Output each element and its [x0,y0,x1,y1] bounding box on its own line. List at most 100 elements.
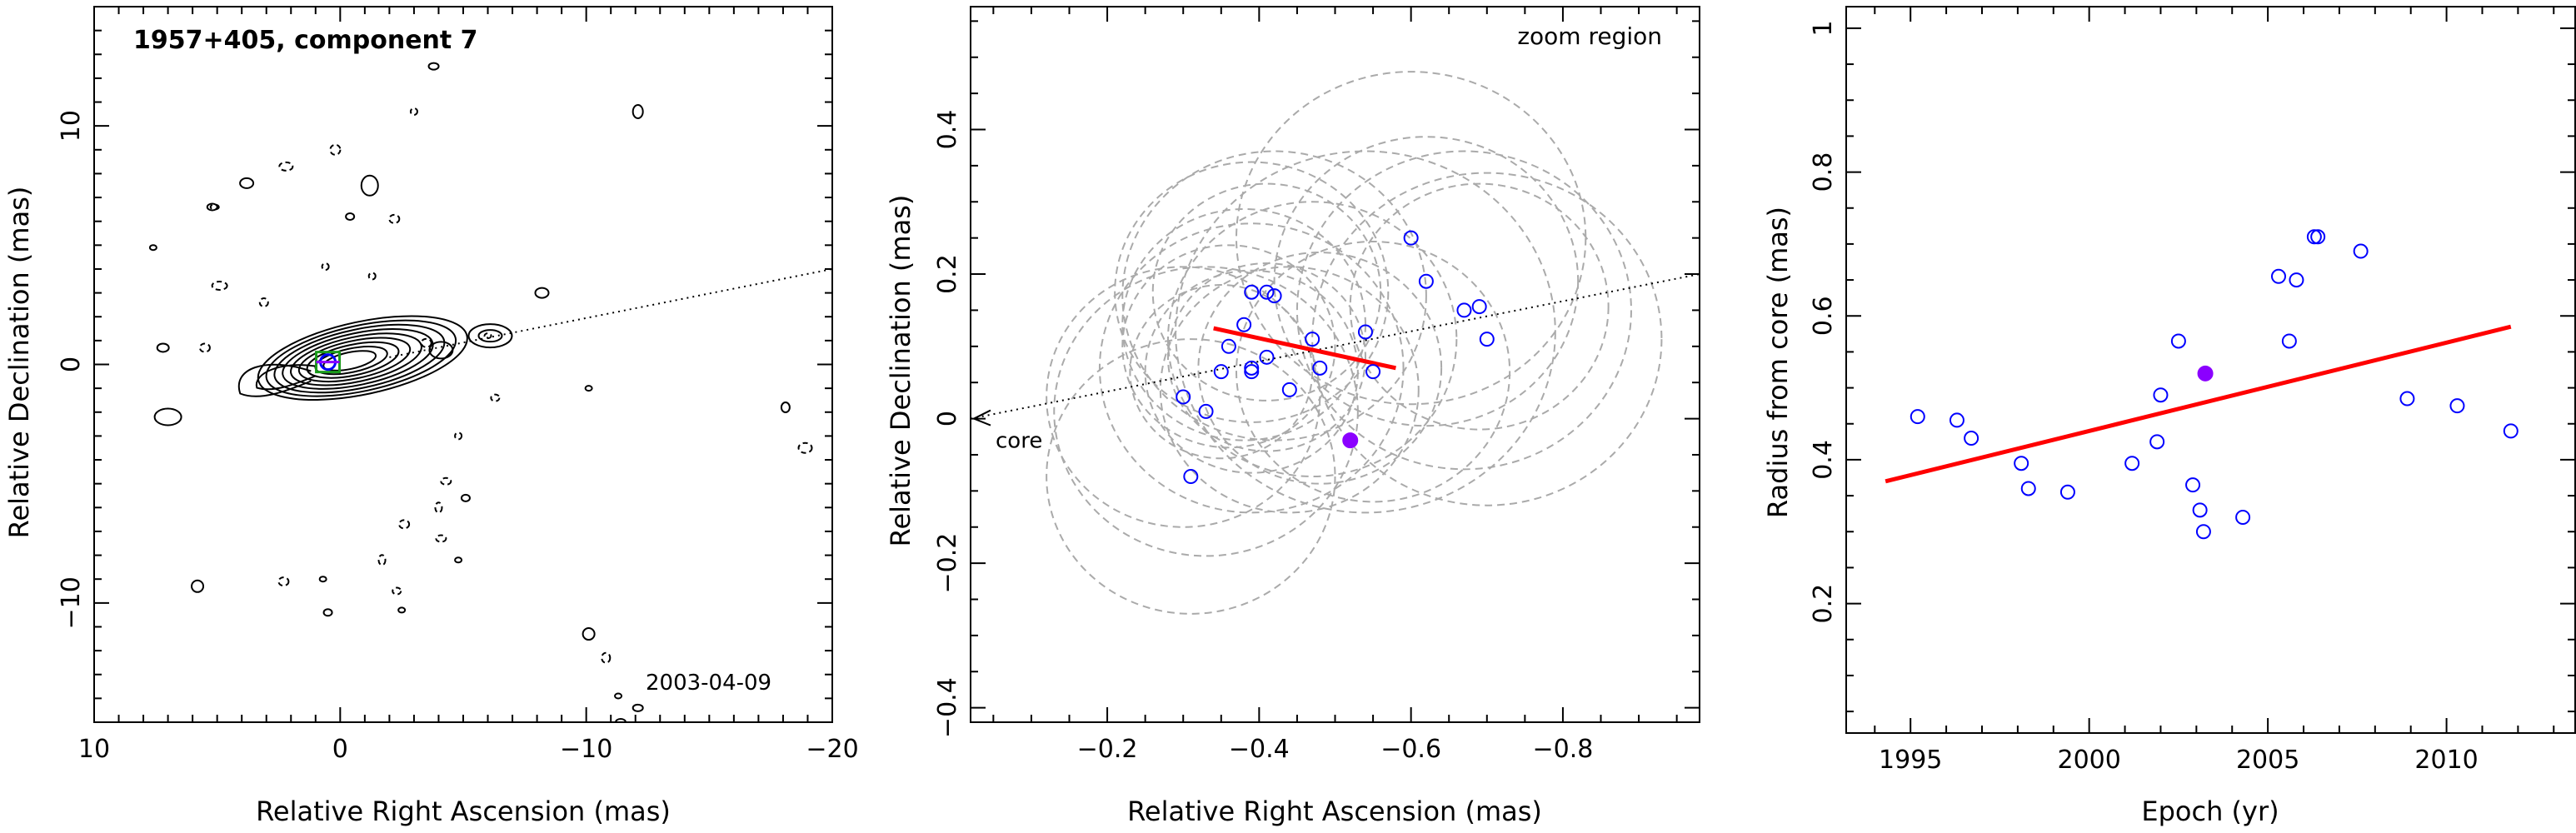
noise-contour [191,579,205,593]
contour-panel-ylabel: Relative Declination (mas) [3,187,35,539]
noise-contour [148,244,157,252]
uncertainty-circle [1046,266,1321,528]
noise-contour [277,576,290,587]
data-point [1365,364,1381,380]
data-point [1471,299,1487,315]
data-point [2353,243,2369,259]
core-contour [322,350,377,372]
contour-panel-xtick-label: −20 [806,735,858,764]
noise-contour [797,441,813,454]
jet-knot-contour [153,407,182,426]
uncertainty-circle [1046,338,1336,615]
zoom-panel-ytick-label: −0.4 [933,677,962,738]
contour-panel-xtick-label: −10 [560,735,612,764]
data-point [1244,360,1260,376]
data-point [2124,456,2140,471]
uncertainty-circle [1311,172,1663,506]
noise-contour [632,103,644,119]
data-point [1964,431,1979,446]
data-point [2195,524,2211,540]
zoom-panel-ytick-label: −0.2 [933,533,962,594]
noise-contour [239,177,255,189]
data-point [1403,230,1419,246]
highlight-point [1342,432,1359,449]
data-point [1910,409,1925,425]
contour-panel-xtick-label: 0 [332,735,348,764]
noise-contour [582,627,596,641]
contour-panel-date: 2003-04-09 [646,671,771,696]
zoom-panel: zoom region Relative Right Ascension (ma… [885,6,1700,827]
noise-contour [392,586,402,596]
radius-plot-area [1885,229,2519,540]
contour-panel-ytick-label: 0 [57,357,86,372]
data-point [2014,456,2029,471]
data-point [2170,333,2186,349]
fit-line [1885,324,2512,484]
zoom-panel-frame [970,6,1700,723]
noise-contour [329,143,342,156]
contour-panel: 1957+405, component 7 2003-04-09 Relativ… [3,6,859,827]
data-point [2281,333,2297,349]
radius-panel-ytick-label: 0.4 [1809,440,1838,480]
noise-contour [632,703,644,712]
data-point [1221,338,1236,354]
noise-contour [584,385,593,392]
zoom-panel-title: zoom region [1517,22,1662,50]
uncertainty-circle [1121,150,1427,441]
noise-contour [209,203,220,211]
zoom-plot-area: core [971,71,1700,615]
noise-contour [322,608,333,617]
data-point [1357,324,1373,340]
data-point [2310,229,2326,245]
data-point [1266,288,1282,304]
data-point [1312,360,1328,376]
data-point [1198,403,1214,419]
data-point [1244,364,1260,380]
noise-contour [156,342,170,353]
fit-line [1213,326,1396,371]
uncertainty-circle [1197,252,1443,485]
uncertainty-circle [1236,240,1511,503]
data-point [2020,481,2036,496]
zoom-panel-xtick-label: −0.4 [1229,735,1290,764]
data-point [1305,332,1320,347]
uncertainty-circle [1114,161,1390,423]
noise-contour [258,297,269,308]
jet-knot-contour [534,287,550,299]
noise-contour [615,718,627,722]
radius-panel-xtick-label: 2005 [2236,746,2299,775]
noise-contour [345,212,356,221]
core-contour [265,319,457,397]
noise-contour [434,501,443,514]
radius-panel-ytick-label: 0.8 [1809,152,1838,192]
data-point [2503,423,2519,439]
data-point [2270,268,2286,284]
uncertainty-circle [1166,201,1458,477]
noise-contour [420,337,432,348]
noise-contour [454,431,463,441]
contour-panel-ytick-label: 10 [57,110,86,142]
uncertainty-circle [1121,244,1336,449]
data-point [2192,502,2208,518]
data-point [1176,389,1191,405]
core-arrow [973,409,991,426]
noise-contour [614,692,623,700]
zoom-panel-xtick-label: −0.2 [1077,735,1138,764]
noise-contour [367,272,377,281]
radius-panel-ytick-label: 1 [1809,20,1838,36]
noise-contour [435,534,447,543]
uncertainty-circle [1236,71,1587,406]
noise-contour [211,281,228,292]
radius-panel-ytick-label: 0.6 [1809,296,1838,336]
noise-contour [206,202,218,212]
contour-panel-xtick-label: 10 [78,735,110,764]
uncertainty-circle [1129,284,1314,460]
radius-panel-xlabel: Epoch (yr) [2141,796,2279,827]
noise-contour [377,554,387,566]
contour-map [148,62,832,722]
contour-panel-frame [93,6,833,723]
radius-panel-xtick-label: 2010 [2414,746,2478,775]
uncertainty-circle [1349,182,1610,431]
radius-panel-ytick-label: 0.2 [1809,584,1838,624]
